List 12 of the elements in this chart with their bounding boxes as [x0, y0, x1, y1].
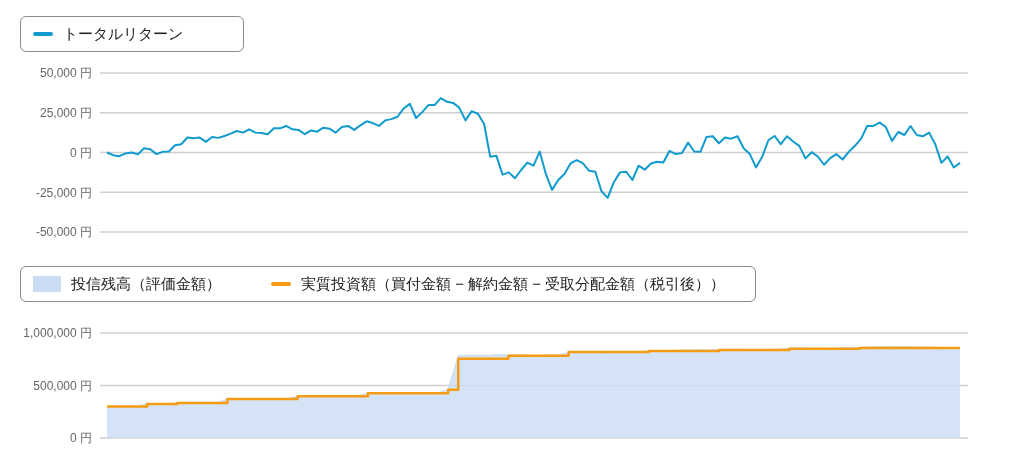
y-tick-label: 0 円	[69, 431, 92, 446]
legend-label: トータルリターン	[63, 24, 183, 44]
legend-label: 投信残高（評価金額）	[71, 274, 221, 294]
line-series	[106, 97, 961, 199]
y-tick-label: 1,000,000 円	[23, 326, 92, 341]
y-tick-label: 500,000 円	[33, 378, 92, 393]
legend-label: 実質投資額（買付金額 − 解約金額 − 受取分配金額（税引後））	[301, 274, 726, 294]
y-tick-label: -25,000 円	[35, 185, 92, 200]
y-tick-label: -50,000 円	[35, 225, 92, 240]
y-tick-label: 50,000 円	[39, 66, 92, 81]
y-tick-label: 0 円	[69, 145, 92, 160]
y-tick-label: 25,000 円	[39, 106, 92, 121]
